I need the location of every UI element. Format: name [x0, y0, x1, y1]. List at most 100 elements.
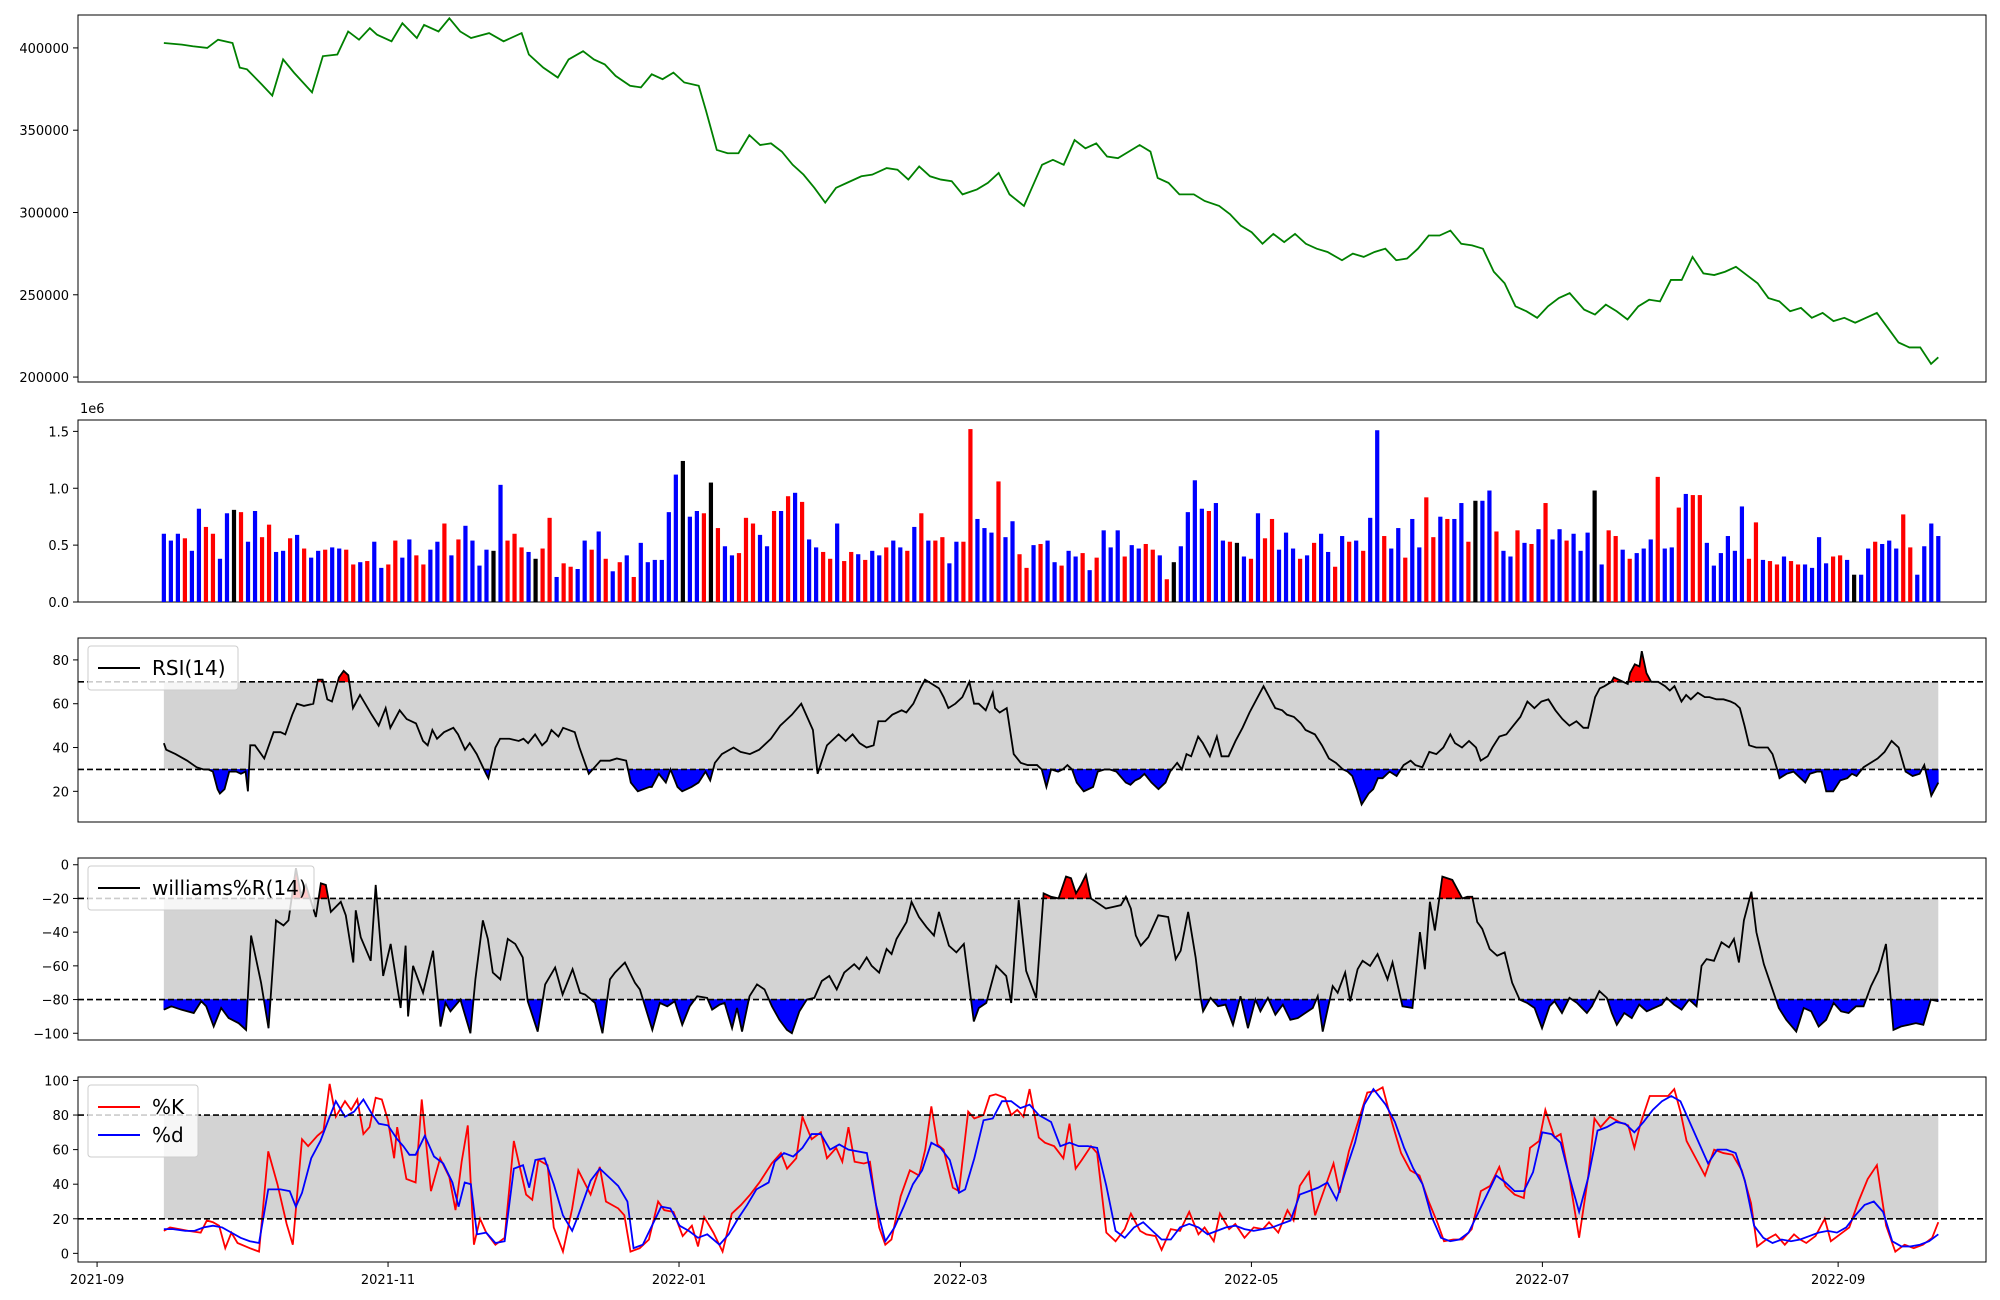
- volume-bar: [1234, 542, 1240, 602]
- volume-bar: [1290, 548, 1296, 602]
- volume-bar: [309, 557, 314, 602]
- volume-bar: [351, 564, 356, 602]
- volume-bar: [1297, 558, 1303, 602]
- volume-bar: [1466, 541, 1471, 602]
- volume-bar: [1417, 547, 1422, 602]
- rsi-oversold-fill: [1825, 769, 1834, 792]
- price-ytick-label: 250000: [19, 289, 69, 304]
- volume-bar: [1564, 540, 1569, 602]
- volume-bar: [456, 539, 461, 602]
- volume-bar: [1017, 554, 1022, 602]
- volume-bar: [554, 576, 559, 602]
- williams-r-ytick-label: −100: [33, 1027, 69, 1042]
- volume-bar: [1347, 541, 1352, 602]
- volume-bar: [1760, 559, 1766, 602]
- rsi-oversold-fill: [1931, 769, 1939, 796]
- volume-bar: [828, 558, 833, 602]
- volume-bar: [1087, 570, 1092, 602]
- rsi-legend-box: [87, 645, 239, 691]
- williams-r-ytick-label: 0: [61, 859, 69, 874]
- volume-bar: [785, 496, 791, 602]
- williams-r-overbought-fill: [1447, 877, 1453, 899]
- volume-bar: [1859, 574, 1864, 602]
- volume-bar: [1045, 540, 1050, 602]
- volume-bar: [1704, 542, 1709, 602]
- volume-bar: [337, 548, 342, 602]
- volume-bar: [1227, 541, 1233, 602]
- volume-bar: [1164, 579, 1169, 602]
- volume-bar: [926, 540, 931, 602]
- volume-bar: [1585, 532, 1590, 602]
- volume-bar: [645, 562, 650, 602]
- volume-bar: [1620, 549, 1625, 602]
- volume-bar: [1122, 556, 1127, 602]
- volume-bar: [1129, 545, 1134, 602]
- volume-bar: [863, 559, 868, 602]
- volume-bar: [1220, 540, 1226, 602]
- volume-bar: [365, 561, 370, 602]
- volume-bar: [1627, 558, 1632, 602]
- volume-bar: [252, 511, 258, 602]
- williams-r-oversold-fill: [1893, 999, 1902, 1031]
- volume-bar: [1887, 540, 1892, 602]
- williams-r-oversold-fill: [1915, 999, 1924, 1026]
- volume-bar: [807, 539, 812, 602]
- volume-bar: [1550, 539, 1555, 602]
- volume-bar: [259, 537, 265, 602]
- volume-bar: [1136, 548, 1141, 602]
- rsi-ytick-label: 20: [52, 785, 69, 800]
- stochastic-ytick-label: 100: [44, 1074, 69, 1089]
- volume-bar: [1592, 490, 1597, 602]
- volume-bar: [610, 571, 615, 602]
- volume-bar: [1333, 566, 1338, 602]
- volume-bar: [533, 558, 538, 602]
- price-ytick-label: 200000: [19, 371, 69, 386]
- volume-bar: [1690, 495, 1695, 602]
- volume-bar: [1501, 550, 1506, 602]
- volume-bar: [1304, 555, 1310, 602]
- volume-bar: [1459, 503, 1464, 602]
- volume-bar: [266, 524, 272, 602]
- rsi-legend-label: RSI(14): [152, 656, 226, 680]
- volume-bar: [842, 561, 847, 602]
- volume-bar: [989, 532, 994, 602]
- volume-bar: [884, 547, 889, 602]
- volume-bar: [1529, 543, 1534, 602]
- volume-bar: [1571, 533, 1576, 602]
- volume-bar: [1396, 528, 1401, 602]
- volume-bar: [982, 528, 987, 602]
- stochastic-panel-frame: [77, 1076, 1987, 1263]
- volume-bar: [470, 540, 475, 602]
- volume-bar: [168, 540, 173, 602]
- williams-r-ytick-label: −40: [42, 926, 69, 941]
- volume-bar: [1936, 536, 1941, 602]
- volume-bar: [589, 549, 594, 602]
- volume-bar: [477, 565, 482, 602]
- volume-bar: [491, 550, 496, 602]
- volume-bar: [1318, 533, 1324, 602]
- volume-bar: [1052, 562, 1057, 602]
- volume-bar: [1311, 542, 1317, 602]
- price-ytick-label: 300000: [19, 206, 69, 221]
- volume-bar: [835, 523, 840, 602]
- volume-bar: [273, 551, 279, 602]
- volume-bar: [1108, 547, 1113, 602]
- price-line: [163, 16, 1939, 366]
- volume-bar: [1487, 490, 1492, 602]
- volume-bar: [1192, 480, 1197, 602]
- volume-bar: [175, 533, 180, 602]
- volume-bar: [912, 526, 917, 602]
- xaxis-tick-label: 2022-03: [933, 1273, 987, 1288]
- volume-bar: [1929, 523, 1934, 602]
- volume-bar: [344, 549, 349, 602]
- volume-bar: [1452, 518, 1457, 602]
- volume-bar: [954, 541, 959, 602]
- volume-bar: [1024, 567, 1029, 602]
- volume-bar: [968, 429, 973, 602]
- volume-bar: [1662, 548, 1667, 602]
- williams-r-oversold-fill: [1908, 999, 1917, 1026]
- volume-bar: [330, 547, 335, 602]
- volume-bar: [1866, 548, 1871, 602]
- volume-bar: [1718, 553, 1723, 602]
- volume-bar: [1262, 538, 1268, 602]
